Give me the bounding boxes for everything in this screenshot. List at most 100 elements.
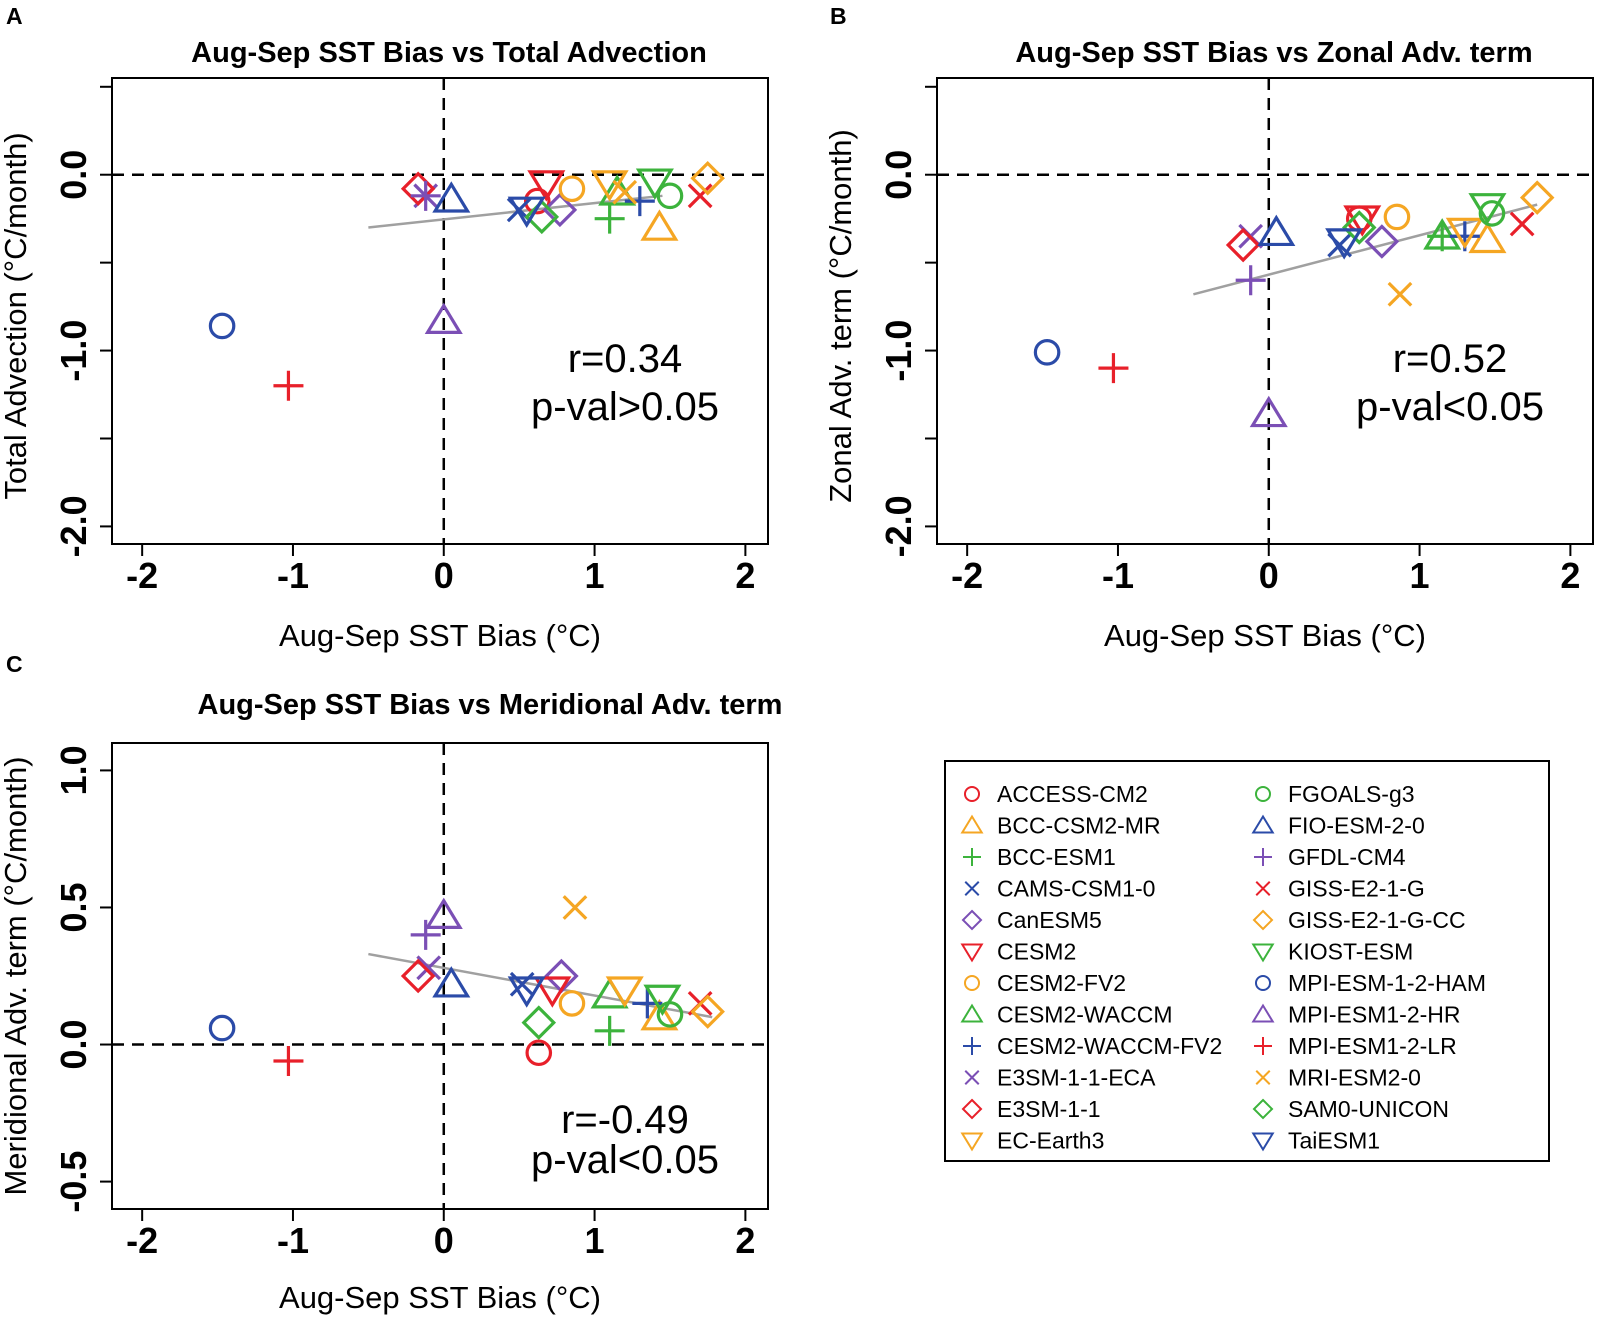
legend-box [944,760,1550,1162]
point-cesm2 [527,170,566,202]
y-tick-label: 0.0 [878,150,919,200]
x-tick-label: 1 [585,555,605,596]
x-tick-label: -2 [951,555,983,596]
point-sam0-unicon [1341,210,1377,245]
legend-symbol [961,1098,983,1120]
x-axis-label: Aug-Sep SST Bias (°C) [279,1280,601,1315]
y-tick-label: 0.5 [53,882,94,932]
legend-label: MPI-ESM-1-2-HAM [1288,970,1486,996]
x-tick-label: -1 [1102,555,1134,596]
legend-label: CAMS-CSM1-0 [997,876,1155,902]
point-taiesm1 [507,976,546,1008]
legend-symbol [960,943,984,963]
point-canesm5 [542,192,578,228]
point-kiost-esm [643,984,682,1017]
point-taiesm1 [507,196,546,228]
stat-r: r=0.52 [1393,337,1508,381]
point-access-cm2 [523,187,551,215]
legend-entry: CESM2 [960,939,1076,965]
stat-p: p-val<0.05 [1356,385,1544,429]
legend-label: GFDL-CM4 [1288,844,1406,870]
point-bcc-csm2-mr [640,999,679,1031]
axis-ticks: -2 -1 0 1 2 -2.0 -1.0 0.0 [878,85,1580,596]
legend-label: KIOST-ESM [1288,939,1413,965]
panel-a: A Aug-Sep SST Bias vs Total Advection -2… [0,3,769,653]
panel-letter-a: A [6,3,23,29]
legend-symbol [1251,814,1275,834]
point-giss-e2-1-g [687,183,713,209]
legend-entry: E3SM-1-1-ECA [964,1065,1156,1091]
point-mri-esm2-0 [612,179,638,205]
x-tick-label: 2 [735,1220,755,1261]
legend-label: EC-Earth3 [997,1128,1104,1154]
legend-label: E3SM-1-1-ECA [997,1065,1156,1091]
legend-label: FIO-ESM-2-0 [1288,813,1425,839]
point-mpi-esm-1-2-ham [208,1014,236,1042]
legend-entry: CanESM5 [961,907,1102,933]
legend: ACCESS-CM2 BCC-CSM2-MR BCC-ESM1 CAMS-CSM1-0… [944,760,1550,1162]
legend-entry: SAM0-UNICON [1252,1096,1449,1122]
legend-symbol [960,1132,984,1152]
point-cesm2-waccm [1423,218,1462,250]
plot-frame [111,77,769,545]
legend-entries: ACCESS-CM2 BCC-CSM2-MR BCC-ESM1 CAMS-CSM1-0… [960,781,1486,1154]
legend-symbol [963,1037,981,1055]
point-bcc-esm1 [594,203,625,234]
legend-entry: E3SM-1-1 [961,1096,1101,1122]
stat-p: p-val<0.05 [531,1138,719,1182]
point-gfdl-cm4 [410,180,441,211]
point-mpi-esm-1-2-ham [208,312,236,340]
y-tick-label: -1.0 [53,320,94,382]
chart-title: Aug-Sep SST Bias vs Meridional Adv. term [198,689,783,721]
legend-label: CanESM5 [997,907,1102,933]
y-tick-label: -2.0 [878,495,919,557]
x-tick-label: -1 [277,555,309,596]
point-mpi-esm-1-2-ham [1033,339,1061,366]
point-giss-e2-1-g-cc [690,160,725,196]
point-mpi-esm1-2-lr [273,370,304,401]
stat-r: r=0.34 [568,337,683,381]
legend-entry: GFDL-CM4 [1254,844,1406,870]
legend-label: SAM0-UNICON [1288,1096,1449,1122]
point-fgoals-g3 [656,182,684,210]
legend-entry: KIOST-ESM [1251,939,1413,965]
legend-symbol [1252,909,1274,931]
legend-entry: CAMS-CSM1-0 [964,876,1155,902]
legend-label: CESM2-WACCM [997,1002,1172,1028]
y-axis-label: Total Advection (°C/month) [0,132,33,499]
legend-symbol [960,814,984,834]
legend-entry: BCC-ESM1 [963,844,1116,870]
panel-letter-c: C [6,651,23,677]
legend-entry: MPI-ESM1-2-HR [1251,1002,1461,1028]
point-gfdl-cm4 [1235,265,1266,296]
scatter-points [1033,180,1555,428]
point-mpi-esm1-2-hr [424,897,463,929]
point-bcc-csm2-mr [1468,221,1507,254]
legend-label: CESM2-FV2 [997,970,1126,996]
plot-frame [936,77,1594,545]
point-canesm5 [1364,224,1400,259]
y-axis-label: Meridional Adv. term (°C/month) [0,756,33,1195]
point-ec-earth3 [1445,217,1484,250]
point-giss-e2-1-g-cc [1519,180,1555,215]
x-tick-label: 0 [1259,555,1279,596]
legend-entry: MPI-ESM1-2-LR [1254,1033,1457,1059]
point-mri-esm2-0 [562,895,588,920]
x-tick-label: -2 [126,1220,158,1261]
legend-symbol [1251,943,1275,963]
point-gfdl-cm4 [410,919,441,950]
x-tick-label: 2 [735,555,755,596]
point-cesm2-waccm-fv2 [624,186,655,217]
legend-symbol [1255,881,1271,896]
legend-entry: MPI-ESM-1-2-HAM [1254,970,1486,996]
legend-symbol [1255,1070,1271,1085]
legend-label: CESM2 [997,939,1076,965]
y-tick-label: -2.0 [53,495,94,557]
x-tick-label: 0 [434,555,454,596]
legend-label: ACCESS-CM2 [997,781,1148,807]
point-fio-esm-2-0 [432,966,471,998]
y-axis-label: Zonal Adv. term (°C/month) [823,129,858,503]
legend-symbol [961,909,983,931]
chart-title: Aug-Sep SST Bias vs Zonal Adv. term [1015,37,1532,69]
point-fgoals-g3 [1478,200,1506,227]
